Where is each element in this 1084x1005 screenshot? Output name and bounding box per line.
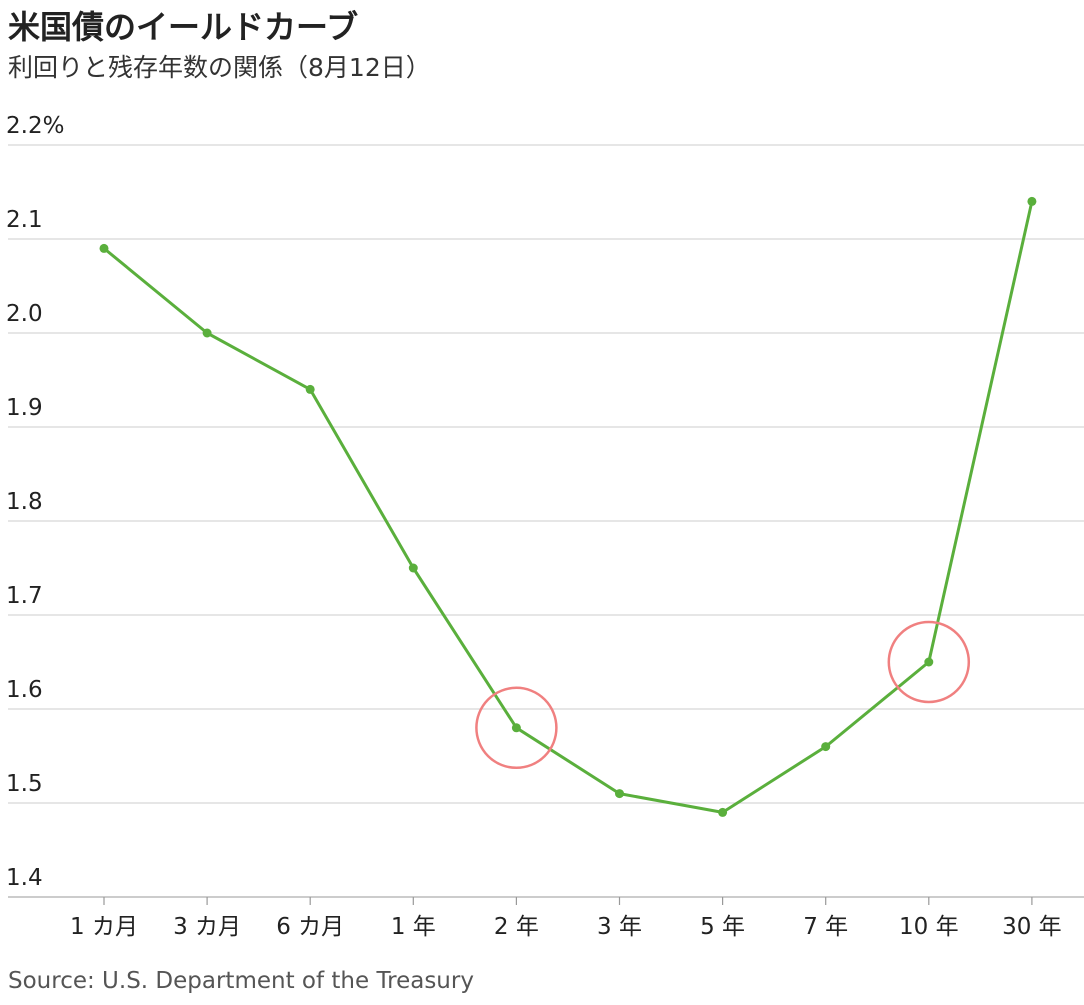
chart-subtitle: 利回りと残存年数の関係（8月12日）	[8, 53, 431, 82]
y-tick-label: 1.9	[6, 395, 43, 421]
series-layer	[99, 196, 1037, 817]
y-tick-label: 1.4	[6, 865, 43, 891]
x-tick-label: 10 年	[899, 914, 959, 940]
x-tick-label: 2 年	[494, 914, 539, 940]
y-tick-label: 1.8	[6, 489, 43, 515]
data-point	[718, 807, 728, 817]
data-point	[305, 384, 315, 394]
y-tick-label: 2.1	[6, 207, 43, 233]
y-tick-label: 2.0	[6, 301, 43, 327]
series-line	[103, 201, 1034, 814]
data-point	[924, 657, 934, 667]
x-tick-label: 7 年	[803, 914, 848, 940]
chart-title: 米国債のイールドカーブ	[8, 8, 359, 46]
data-point	[615, 789, 624, 799]
data-point	[99, 243, 109, 253]
data-point	[511, 723, 521, 733]
annotations	[475, 620, 971, 770]
highlight-circle	[887, 620, 971, 704]
x-tick-label: 30 年	[1002, 914, 1062, 940]
x-tick-label: 3 年	[597, 914, 642, 940]
x-axis-ticks: 1 カ月 3 カ月 6 カ月 1 年 2 年 3 年 5 年 7 年 10 年 30 年	[70, 897, 1062, 940]
data-point	[202, 328, 212, 338]
data-point	[1027, 196, 1037, 206]
data-point	[821, 742, 831, 752]
data-point	[408, 563, 418, 573]
highlight-circle	[475, 686, 558, 770]
x-tick-label: 1 カ月	[70, 914, 138, 940]
x-tick-label: 1 年	[391, 914, 436, 940]
y-tick-label: 1.6	[6, 677, 43, 703]
x-tick-label: 5 年	[700, 914, 745, 940]
y-tick-label: 2.2%	[6, 113, 64, 139]
y-tick-label: 1.7	[6, 583, 43, 609]
gridlines	[8, 144, 1084, 898]
source-note: Source: U.S. Department of the Treasury	[8, 968, 474, 994]
y-tick-label: 1.5	[6, 771, 43, 797]
y-axis-tick-labels: 1.4 1.5 1.6 1.7 1.8 1.9 2.0 2.1 2.2%	[6, 113, 64, 891]
x-tick-label: 6 カ月	[276, 914, 344, 940]
x-tick-label: 3 カ月	[173, 914, 241, 940]
